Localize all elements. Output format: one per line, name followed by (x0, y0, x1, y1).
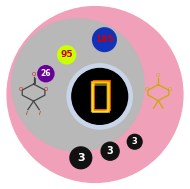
Text: I: I (26, 111, 28, 116)
Text: 3: 3 (132, 137, 138, 146)
Text: O: O (19, 87, 23, 92)
Text: 26: 26 (41, 69, 51, 78)
Text: 95: 95 (60, 50, 73, 59)
Circle shape (38, 66, 54, 82)
Text: O: O (145, 87, 149, 92)
Text: 3: 3 (77, 153, 85, 163)
Text: 归: 归 (89, 79, 111, 113)
Circle shape (12, 19, 144, 151)
Text: 归: 归 (90, 78, 112, 112)
Text: O: O (156, 73, 160, 78)
Text: I: I (39, 111, 41, 116)
Circle shape (93, 28, 116, 52)
Text: O: O (44, 87, 48, 92)
Text: 归: 归 (88, 79, 110, 113)
Text: O: O (168, 87, 172, 92)
Text: 3: 3 (107, 146, 113, 156)
Circle shape (72, 68, 128, 124)
Text: 归: 归 (89, 80, 111, 114)
Text: 归: 归 (90, 80, 110, 113)
Text: O: O (32, 72, 36, 77)
Circle shape (67, 64, 132, 129)
Circle shape (58, 46, 76, 64)
Circle shape (127, 134, 142, 149)
Text: 185: 185 (95, 35, 114, 44)
Circle shape (7, 7, 183, 182)
Circle shape (101, 142, 119, 160)
Circle shape (70, 147, 92, 169)
